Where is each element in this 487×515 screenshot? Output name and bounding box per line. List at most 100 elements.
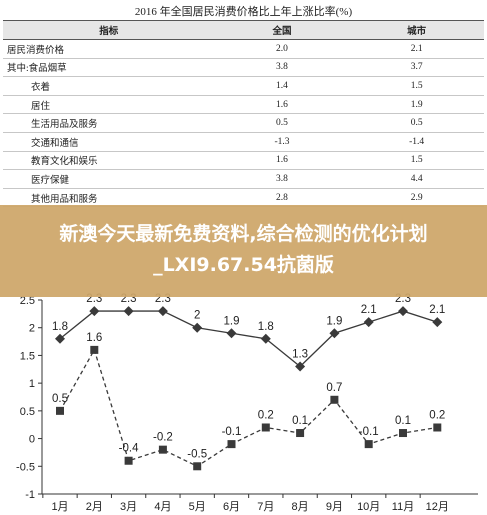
data-label: 2: [194, 310, 200, 322]
x-tick-label: 2月: [86, 501, 103, 513]
table-row: 交通和通信 -1.3 -1.4: [3, 132, 484, 152]
row-national-value: 1.6: [214, 95, 350, 115]
y-tick-label: 2.5: [20, 295, 35, 307]
series-2-point: [399, 429, 407, 438]
series-2-point: [56, 406, 64, 415]
x-tick-label: 11月: [392, 501, 414, 513]
y-tick-label: 1: [29, 378, 35, 390]
row-label: 衣着: [3, 76, 215, 96]
data-label: 1.8: [258, 321, 274, 333]
series-2-point: [261, 423, 270, 432]
table-row: 其他用品和服务 2.8 2.9: [3, 188, 484, 208]
series-2-point: [158, 445, 167, 454]
series-1-point: [123, 306, 134, 317]
data-label: 1.8: [52, 321, 68, 333]
data-label: 0.7: [326, 382, 342, 394]
row-city-value: 3.7: [349, 58, 484, 78]
series-1-point: [363, 317, 374, 328]
series-1-point: [432, 317, 443, 328]
y-tick-label: -1: [25, 489, 35, 501]
data-label: 0.1: [292, 415, 308, 427]
row-label: 生活用品及服务: [3, 113, 215, 133]
series-1-point: [89, 306, 100, 317]
table-row: 衣着 1.4 1.5: [3, 76, 484, 96]
chart-series: [55, 306, 443, 471]
series-2-point: [433, 423, 442, 432]
x-tick-label: 3月: [120, 501, 137, 513]
promo-banner: 新澳今天最新免费资料,综合检测的优化计划_LXI9.67.54抗菌版: [0, 205, 487, 297]
x-tick-label: 1月: [51, 501, 68, 513]
table-title: 2016 年全国居民消费价格比上年上涨比率(%): [134, 6, 353, 18]
data-label: 0.2: [258, 409, 274, 421]
row-city-value: 0.5: [349, 113, 484, 133]
series-2-point: [227, 440, 236, 449]
data-label: 1.9: [326, 315, 342, 327]
row-national-value: 3.8: [214, 169, 350, 189]
x-tick-label: 12月: [426, 501, 449, 513]
chart-labels: 1.82.3 2.3 2.32 1.9 1.81.31.92.12.32.10.51.6…: [52, 293, 445, 460]
cpi-table: 指标 全国 城市 居民消费价格 2.0 2.1 其中:食品烟草 3.8 3.7 衣着 1.4 1…: [3, 20, 484, 208]
header-indicator: 指标: [3, 20, 215, 40]
row-national-value: 3.8: [214, 58, 350, 78]
table-body: 居民消费价格 2.0 2.1 其中:食品烟草 3.8 3.7 衣着 1.4 1.5 居住 1.6 1.…: [3, 39, 484, 208]
table-row: 居民消费价格 2.0 2.1: [3, 39, 484, 59]
series-2-point: [124, 456, 133, 465]
data-label: -0.1: [359, 426, 379, 438]
data-label: -0.4: [119, 443, 139, 455]
x-tick-label: 5月: [189, 501, 206, 513]
series-2-point: [364, 440, 373, 449]
series-1-point: [192, 322, 203, 333]
series-1-point: [226, 328, 237, 339]
row-national-value: -1.3: [214, 132, 350, 152]
data-label: 2.1: [361, 304, 377, 316]
x-tick-label: 8月: [292, 501, 309, 513]
series-2-point: [330, 395, 339, 404]
data-label: 0.5: [52, 393, 68, 405]
chart-axes: 2.5 2 1.5 1 0.5 0 -0.5 -1 1月 2月 3月 4月 5月 6月 7月 8月 9月 10月 1…: [16, 295, 478, 513]
y-tick-label: 0: [29, 434, 35, 446]
series-line-2: [59, 348, 438, 468]
row-label: 居民消费价格: [3, 39, 215, 59]
data-label: 0.1: [395, 415, 411, 427]
data-label: 2.1: [429, 304, 445, 316]
series-1-point: [398, 306, 408, 317]
data-label: 1.9: [224, 315, 240, 327]
series-2-point: [90, 345, 99, 354]
row-city-value: 1.5: [349, 151, 484, 171]
data-label: 1.3: [292, 349, 308, 361]
row-national-value: 1.4: [214, 76, 350, 96]
row-city-value: 1.9: [349, 95, 484, 115]
data-label: 0.2: [429, 409, 445, 421]
row-label: 居住: [3, 95, 215, 115]
series-1-point: [157, 306, 168, 317]
table-row: 居住 1.6 1.9: [3, 95, 484, 115]
data-label: -0.1: [222, 426, 242, 438]
data-label: -0.5: [187, 448, 207, 460]
table-row: 其中:食品烟草 3.8 3.7: [3, 58, 484, 78]
row-label: 医疗保健: [3, 169, 215, 189]
series-1-point: [260, 333, 271, 344]
row-city-value: 1.5: [349, 76, 484, 96]
data-label: 1.6: [86, 332, 102, 344]
row-label: 交通和通信: [3, 132, 215, 152]
line-chart: 2.5 2 1.5 1 0.5 0 -0.5 -1 1月 2月 3月 4月 5月 6月 7月 8月 9月 10月 1…: [16, 293, 478, 513]
x-tick-label: 10月: [357, 501, 380, 513]
header-city: 城市: [349, 20, 484, 40]
row-national-value: 1.6: [214, 151, 350, 171]
y-tick-label: 0.5: [20, 406, 35, 418]
table-row: 生活用品及服务 0.5 0.5: [3, 113, 484, 133]
table-header-row: 指标 全国 城市: [3, 20, 484, 40]
row-city-value: -1.4: [349, 132, 484, 152]
table-row: 教育文化和娱乐 1.6 1.5: [3, 151, 484, 171]
series-1-point: [295, 361, 306, 372]
table-row: 医疗保健 3.8 4.4: [3, 169, 484, 189]
y-tick-label: -0.5: [16, 461, 35, 473]
row-label: 其中:食品烟草: [3, 58, 215, 78]
data-label: -0.2: [153, 432, 173, 444]
row-national-value: 2.0: [214, 39, 350, 59]
x-tick-label: 7月: [257, 501, 274, 513]
row-city-value: 2.1: [349, 39, 484, 59]
x-tick-label: 4月: [154, 501, 171, 513]
series-2-point: [296, 429, 305, 438]
row-national-value: 0.5: [214, 113, 350, 133]
